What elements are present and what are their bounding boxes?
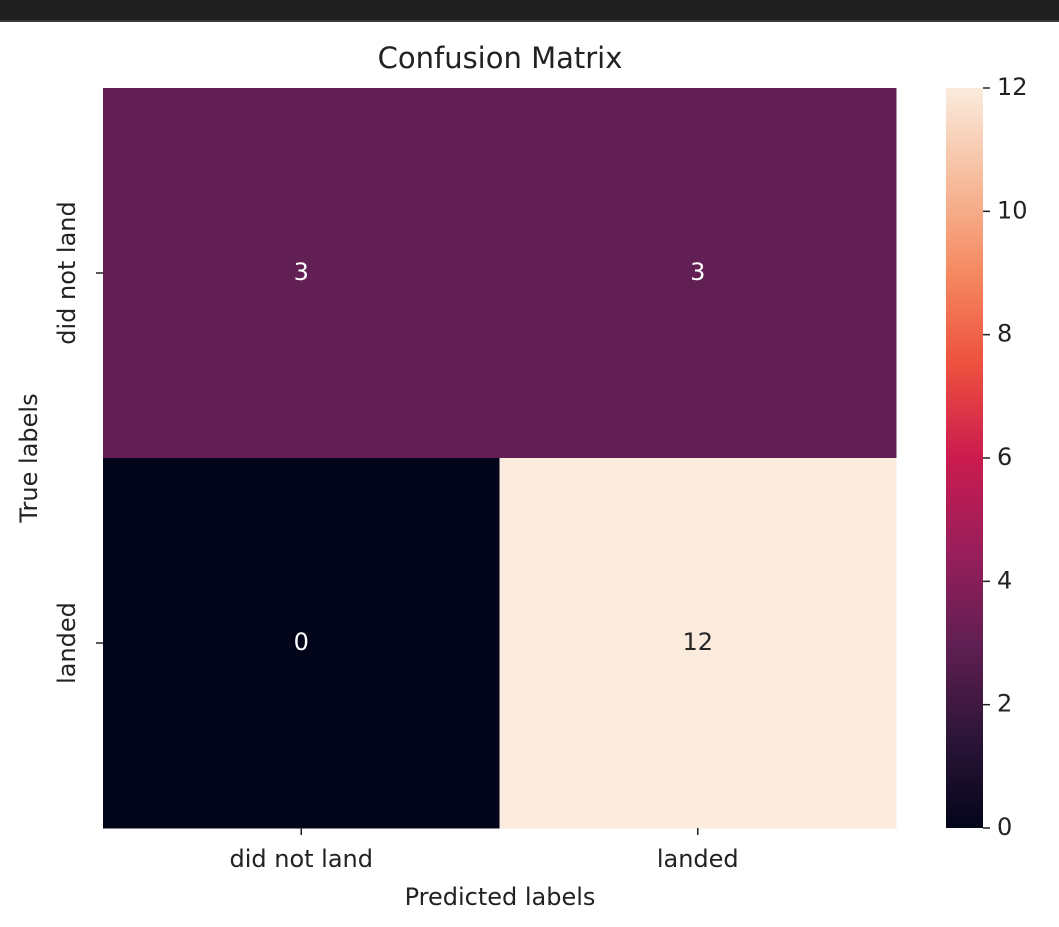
x-tick-label: landed xyxy=(657,845,739,873)
heatmap-cell xyxy=(499,458,897,829)
colorbar-tick-label: 10 xyxy=(997,196,1028,224)
x-axis-label: Predicted labels xyxy=(405,883,596,911)
colorbar-tick-label: 12 xyxy=(997,73,1028,101)
y-axis-label: True labels xyxy=(15,393,43,523)
y-tick-label: did not land xyxy=(53,201,81,345)
cell-label: 3 xyxy=(690,258,705,286)
colorbar-tick-label: 4 xyxy=(997,566,1012,594)
colorbar-tick-label: 0 xyxy=(997,813,1012,841)
heatmap-cell xyxy=(499,88,897,459)
cell-label: 12 xyxy=(682,628,713,656)
colorbar-tick-label: 6 xyxy=(997,443,1012,471)
x-tick-label: did not land xyxy=(229,845,373,873)
cell-label: 0 xyxy=(294,628,309,656)
colorbar xyxy=(946,88,983,828)
heatmap-cell xyxy=(103,88,500,459)
colorbar-tick-label: 8 xyxy=(997,320,1012,348)
heatmap-cell xyxy=(103,458,500,829)
y-tick-label: landed xyxy=(53,602,81,684)
chart-title: Confusion Matrix xyxy=(378,41,623,75)
window-bar-edge xyxy=(0,20,1059,22)
cell-label: 3 xyxy=(294,258,309,286)
window-bar xyxy=(0,0,1059,22)
colorbar-tick-label: 2 xyxy=(997,690,1012,718)
